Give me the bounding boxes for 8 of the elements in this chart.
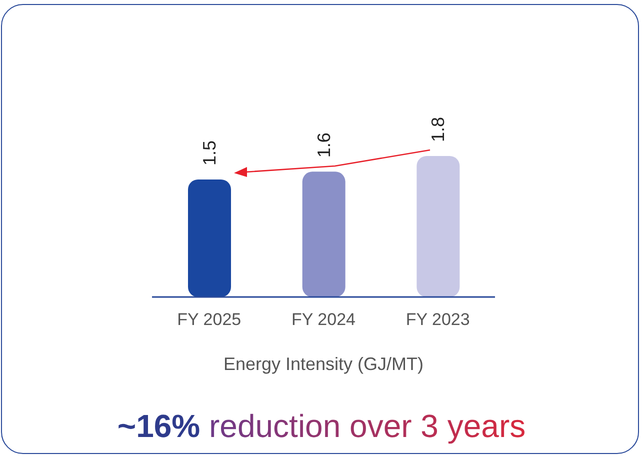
x-tick-label: FY 2023 [406, 310, 470, 330]
x-tick-label: FY 2024 [292, 310, 356, 330]
data-label: 1.8 [428, 116, 448, 142]
x-axis-title: Energy Intensity (GJ/MT) [222, 354, 425, 375]
text: ~16% reduction over 3 years [117, 408, 526, 444]
data-label: 1.6 [314, 132, 334, 158]
x-tick-label: FY 2025 [177, 310, 242, 330]
data-label: 1.5 [200, 140, 220, 166]
